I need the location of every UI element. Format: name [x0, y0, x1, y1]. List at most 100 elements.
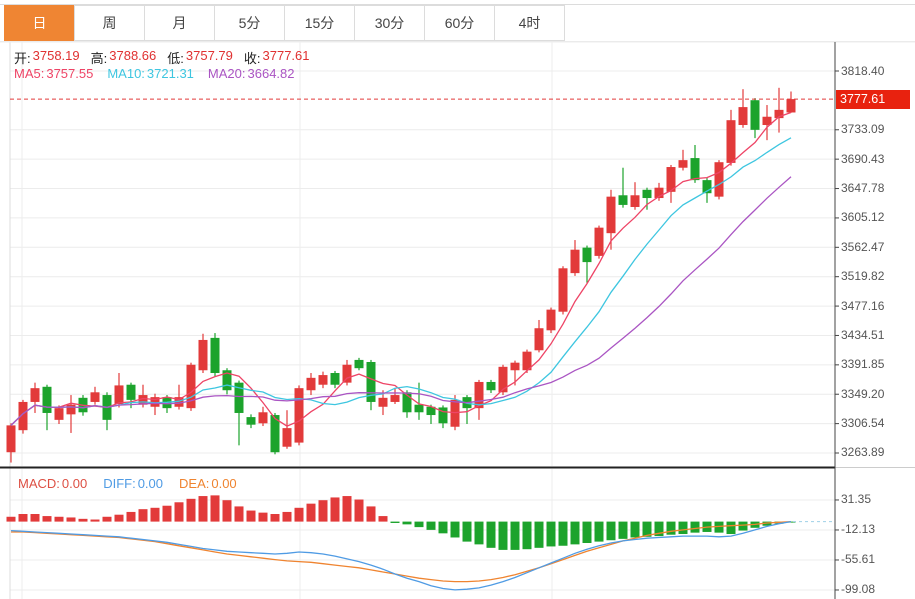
- candle-body: [366, 361, 376, 402]
- macd-bar: [90, 519, 100, 522]
- diff-line: [10, 520, 792, 591]
- candle-body: [18, 401, 28, 431]
- candle-body: [774, 109, 784, 119]
- macd-bar: [510, 521, 520, 550]
- tab-period-4[interactable]: 15分: [284, 5, 355, 41]
- candle-body: [246, 417, 256, 425]
- low-value: 3757.79: [185, 48, 233, 63]
- ma5-readout: MA5: 3757.55: [14, 66, 93, 81]
- candle-body: [450, 399, 460, 427]
- candle-body: [678, 160, 688, 168]
- macd-bar: [714, 521, 724, 533]
- tab-period-6[interactable]: 60分: [424, 5, 495, 41]
- macd-bar: [534, 521, 544, 548]
- candle-body: [54, 408, 64, 420]
- tab-period-1[interactable]: 周: [74, 5, 145, 41]
- open-label: 开:: [14, 51, 31, 66]
- macd-bar: [54, 516, 64, 522]
- candle-body: [654, 187, 664, 199]
- macd-bar: [198, 496, 208, 522]
- macd-bar: [402, 521, 412, 525]
- macd-bar: [246, 510, 256, 522]
- candle-body: [150, 397, 160, 407]
- price-tick-label: 3477.16: [841, 298, 885, 313]
- tab-period-5[interactable]: 30分: [354, 5, 425, 41]
- dea-value-readout: DEA: 0.00: [179, 476, 237, 491]
- dea-value: 0.00: [211, 476, 237, 491]
- diff-value-readout: DIFF: 0.00: [103, 476, 163, 491]
- macd-bar: [618, 521, 628, 539]
- macd-bar: [606, 521, 616, 541]
- candle-body: [270, 415, 280, 453]
- dea-label: DEA:: [179, 476, 210, 491]
- macd-bar: [390, 521, 400, 523]
- ma10-value: 3721.31: [146, 66, 194, 81]
- macd-bar: [138, 509, 148, 522]
- macd-bar: [630, 521, 640, 538]
- macd-tick-label: -99.08: [841, 582, 876, 597]
- candle-body: [210, 337, 220, 374]
- macd-bar: [594, 521, 604, 542]
- price-tick-label: 3605.12: [841, 210, 885, 225]
- high-label: 高:: [90, 51, 108, 66]
- candle-body: [582, 247, 592, 263]
- tab-period-3[interactable]: 5分: [214, 5, 285, 41]
- candle-body: [714, 162, 724, 197]
- macd-bar: [426, 521, 436, 530]
- close-value: 3777.61: [262, 48, 310, 63]
- macd-tick-label: -55.61: [841, 552, 876, 567]
- candle-body: [498, 366, 508, 393]
- ma20-label: MA20:: [207, 66, 246, 81]
- candle-body: [6, 425, 16, 453]
- open-readout: 开: 3758.19: [14, 48, 80, 67]
- macd-bar: [174, 502, 184, 522]
- diff-label: DIFF:: [103, 476, 136, 491]
- candle-body: [414, 404, 424, 413]
- macd-bar: [366, 506, 376, 522]
- macd-bar: [270, 514, 280, 522]
- macd-bar: [42, 516, 52, 522]
- tab-period-2[interactable]: 月: [144, 5, 215, 41]
- candle-body: [198, 339, 208, 371]
- macd-tick-label: 31.35: [841, 492, 872, 507]
- ma20-readout: MA20: 3664.82: [208, 66, 295, 81]
- ma20-value: 3664.82: [247, 66, 295, 81]
- macd-bar: [498, 521, 508, 550]
- candle-body: [234, 382, 244, 413]
- low-readout: 低: 3757.79: [167, 48, 233, 67]
- tab-period-0[interactable]: 日: [4, 5, 75, 41]
- macd-bar: [666, 521, 676, 535]
- price-tick-label: 3349.20: [841, 386, 885, 401]
- tab-period-7[interactable]: 4时: [494, 5, 565, 41]
- candle-body: [66, 404, 76, 415]
- macd-bar: [378, 516, 388, 522]
- candle-body: [114, 385, 124, 405]
- macd-bar: [6, 516, 16, 522]
- candle-body: [534, 328, 544, 351]
- candle-body: [762, 116, 772, 126]
- candle-body: [690, 158, 700, 181]
- ma5-value: 3757.55: [46, 66, 94, 81]
- candle-body: [330, 373, 340, 385]
- candle-body: [522, 351, 532, 371]
- price-tick-label: 3690.43: [841, 151, 885, 166]
- macd-bar: [126, 511, 136, 522]
- macd-bar: [438, 521, 448, 534]
- macd-tick-label: -12.13: [841, 522, 876, 537]
- macd-bar: [582, 521, 592, 543]
- macd-bar: [66, 517, 76, 522]
- candle-body: [750, 100, 760, 130]
- ohlc-readout: 开: 3758.19 高: 3788.66 低: 3757.79 收: 3777.61: [14, 48, 310, 67]
- high-readout: 高: 3788.66: [91, 48, 157, 67]
- ma10-readout: MA10: 3721.31: [107, 66, 194, 81]
- top-divider: [0, 4, 915, 5]
- price-tick-label: 3733.09: [841, 122, 885, 137]
- candle-body: [174, 397, 184, 407]
- candle-body: [282, 428, 292, 447]
- macd-bar: [186, 498, 196, 522]
- macd-bar: [738, 521, 748, 531]
- macd-bar: [678, 521, 688, 535]
- candle-body: [738, 107, 748, 126]
